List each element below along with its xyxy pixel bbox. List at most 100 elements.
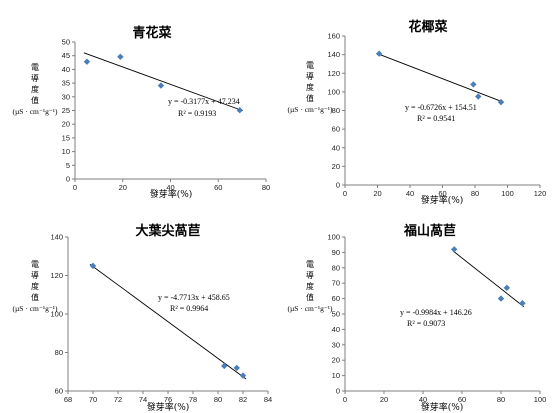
data-point <box>497 295 505 302</box>
y-tick-label: 90 <box>332 248 340 257</box>
y-tick-label: 60 <box>332 125 340 134</box>
y-axis-label-char: 值 <box>306 293 314 302</box>
r-squared-label: R² = 0.9073 <box>407 319 445 328</box>
y-tick-label: 80 <box>55 348 63 357</box>
x-tick-label: 80 <box>262 183 270 192</box>
trendline <box>452 250 525 308</box>
x-tick-label: 40 <box>166 183 174 192</box>
y-tick-label: 20 <box>62 120 70 129</box>
y-tick-label: 10 <box>332 371 340 380</box>
x-tick-label: 70 <box>89 395 97 404</box>
y-tick-label: 80 <box>332 263 340 272</box>
regression-equation: y = -0.9984x + 146.26 <box>400 308 472 317</box>
r-squared-label: R² = 0.9193 <box>178 109 216 118</box>
y-tick-label: 80 <box>332 106 340 115</box>
r-squared-label: R² = 0.9964 <box>170 304 208 313</box>
data-point <box>157 82 165 89</box>
y-tick-label: 100 <box>327 233 340 242</box>
x-axis-label: 發芽率(%) <box>146 403 190 413</box>
y-axis-label-char: 導 <box>306 271 314 280</box>
trendline <box>376 52 504 103</box>
trendline <box>83 52 243 112</box>
data-point <box>470 81 477 88</box>
x-tick-label: 80 <box>471 189 479 198</box>
x-tick-label: 80 <box>497 395 505 404</box>
chart-title: 花椰菜 <box>408 20 448 35</box>
data-point <box>233 364 240 372</box>
y-axis-unit: (µS · cm⁻¹g⁻¹) <box>12 304 58 313</box>
y-axis-label-char: 電 <box>31 260 39 269</box>
y-tick-label: 120 <box>327 69 340 78</box>
x-axis-label: 發芽率(%) <box>420 403 464 413</box>
x-tick-label: 20 <box>380 395 388 404</box>
y-axis-label-char: 導 <box>306 72 314 81</box>
y-axis-label-char: 電 <box>306 260 314 269</box>
y-axis-label-char: 值 <box>306 94 314 103</box>
y-axis-label-char: 值 <box>31 96 39 105</box>
y-axis-unit: (µS · cm⁻¹g⁻¹) <box>287 304 333 313</box>
y-axis-label-char: 度 <box>306 282 314 291</box>
data-point <box>497 98 505 106</box>
y-axis-label-char: 電 <box>306 61 314 70</box>
x-tick-label: 74 <box>139 395 147 404</box>
y-axis-label: 電導度值 (µS · cm⁻¹g⁻¹) <box>279 60 341 115</box>
y-tick-label: 20 <box>332 356 340 365</box>
y-axis-label: 電導度值 (µS · cm⁻¹g⁻¹) <box>4 62 66 117</box>
y-tick-label: 60 <box>55 387 63 396</box>
y-axis-label-char: 度 <box>31 85 39 94</box>
y-tick-label: 50 <box>332 310 340 319</box>
data-point <box>89 262 97 270</box>
x-tick-label: 60 <box>438 189 446 198</box>
y-tick-label: 0 <box>336 181 340 190</box>
y-axis-label-char: 度 <box>31 282 39 291</box>
x-axis-label: 發芽率(%) <box>149 190 193 200</box>
y-tick-label: 70 <box>332 279 340 288</box>
x-tick-label: 68 <box>64 395 72 404</box>
y-axis-label-char: 導 <box>31 271 39 280</box>
y-tick-label: 25 <box>62 106 70 115</box>
x-tick-label: 72 <box>114 395 122 404</box>
y-tick-label: 100 <box>327 87 340 96</box>
trendline <box>89 263 247 380</box>
y-tick-label: 35 <box>62 79 70 88</box>
x-tick-label: 84 <box>264 395 272 404</box>
y-tick-label: 50 <box>62 38 70 47</box>
x-tick-label: 100 <box>501 189 514 198</box>
x-tick-label: 80 <box>214 395 222 404</box>
y-tick-label: 140 <box>50 233 63 242</box>
data-point <box>221 362 228 370</box>
data-point <box>503 284 511 292</box>
y-tick-label: 100 <box>50 310 63 319</box>
y-tick-label: 40 <box>332 325 340 334</box>
x-tick-label: 120 <box>534 189 547 198</box>
y-tick-label: 120 <box>50 271 63 280</box>
y-tick-label: 0 <box>66 175 70 184</box>
data-point <box>83 58 91 65</box>
x-tick-label: 20 <box>373 189 381 198</box>
x-tick-label: 0 <box>343 189 347 198</box>
y-tick-label: 10 <box>62 147 70 156</box>
x-tick-label: 0 <box>343 395 347 404</box>
y-axis-label-char: 度 <box>306 83 314 92</box>
data-point <box>519 300 526 307</box>
x-tick-label: 76 <box>164 395 172 404</box>
y-tick-label: 20 <box>332 162 340 171</box>
y-tick-label: 60 <box>332 294 340 303</box>
y-axis-label: 電導度值 (µS · cm⁻¹g⁻¹) <box>279 259 341 314</box>
x-tick-label: 100 <box>534 395 547 404</box>
x-tick-label: 0 <box>73 183 77 192</box>
chart-1: 0 5 10 15 20 25 30 35 40 45 50 0 20 40 60 80 y = -0.3177… <box>62 38 271 193</box>
x-tick-label: 78 <box>189 395 197 404</box>
y-axis-unit: (µS · cm⁻¹g⁻¹) <box>287 105 333 114</box>
y-axis-label-char: 電 <box>31 63 39 72</box>
x-tick-label: 40 <box>419 395 427 404</box>
data-point <box>375 50 383 57</box>
chart-title: 福山萵苣 <box>403 224 457 239</box>
x-tick-label: 20 <box>119 183 127 192</box>
regression-equation: y = -0.3177x + 47.234 <box>168 97 240 106</box>
x-tick-label: 60 <box>214 183 222 192</box>
x-axis-label: 發芽率(%) <box>420 196 464 206</box>
data-point <box>239 372 247 379</box>
y-tick-label: 30 <box>332 340 340 349</box>
y-tick-label: 15 <box>62 133 70 142</box>
